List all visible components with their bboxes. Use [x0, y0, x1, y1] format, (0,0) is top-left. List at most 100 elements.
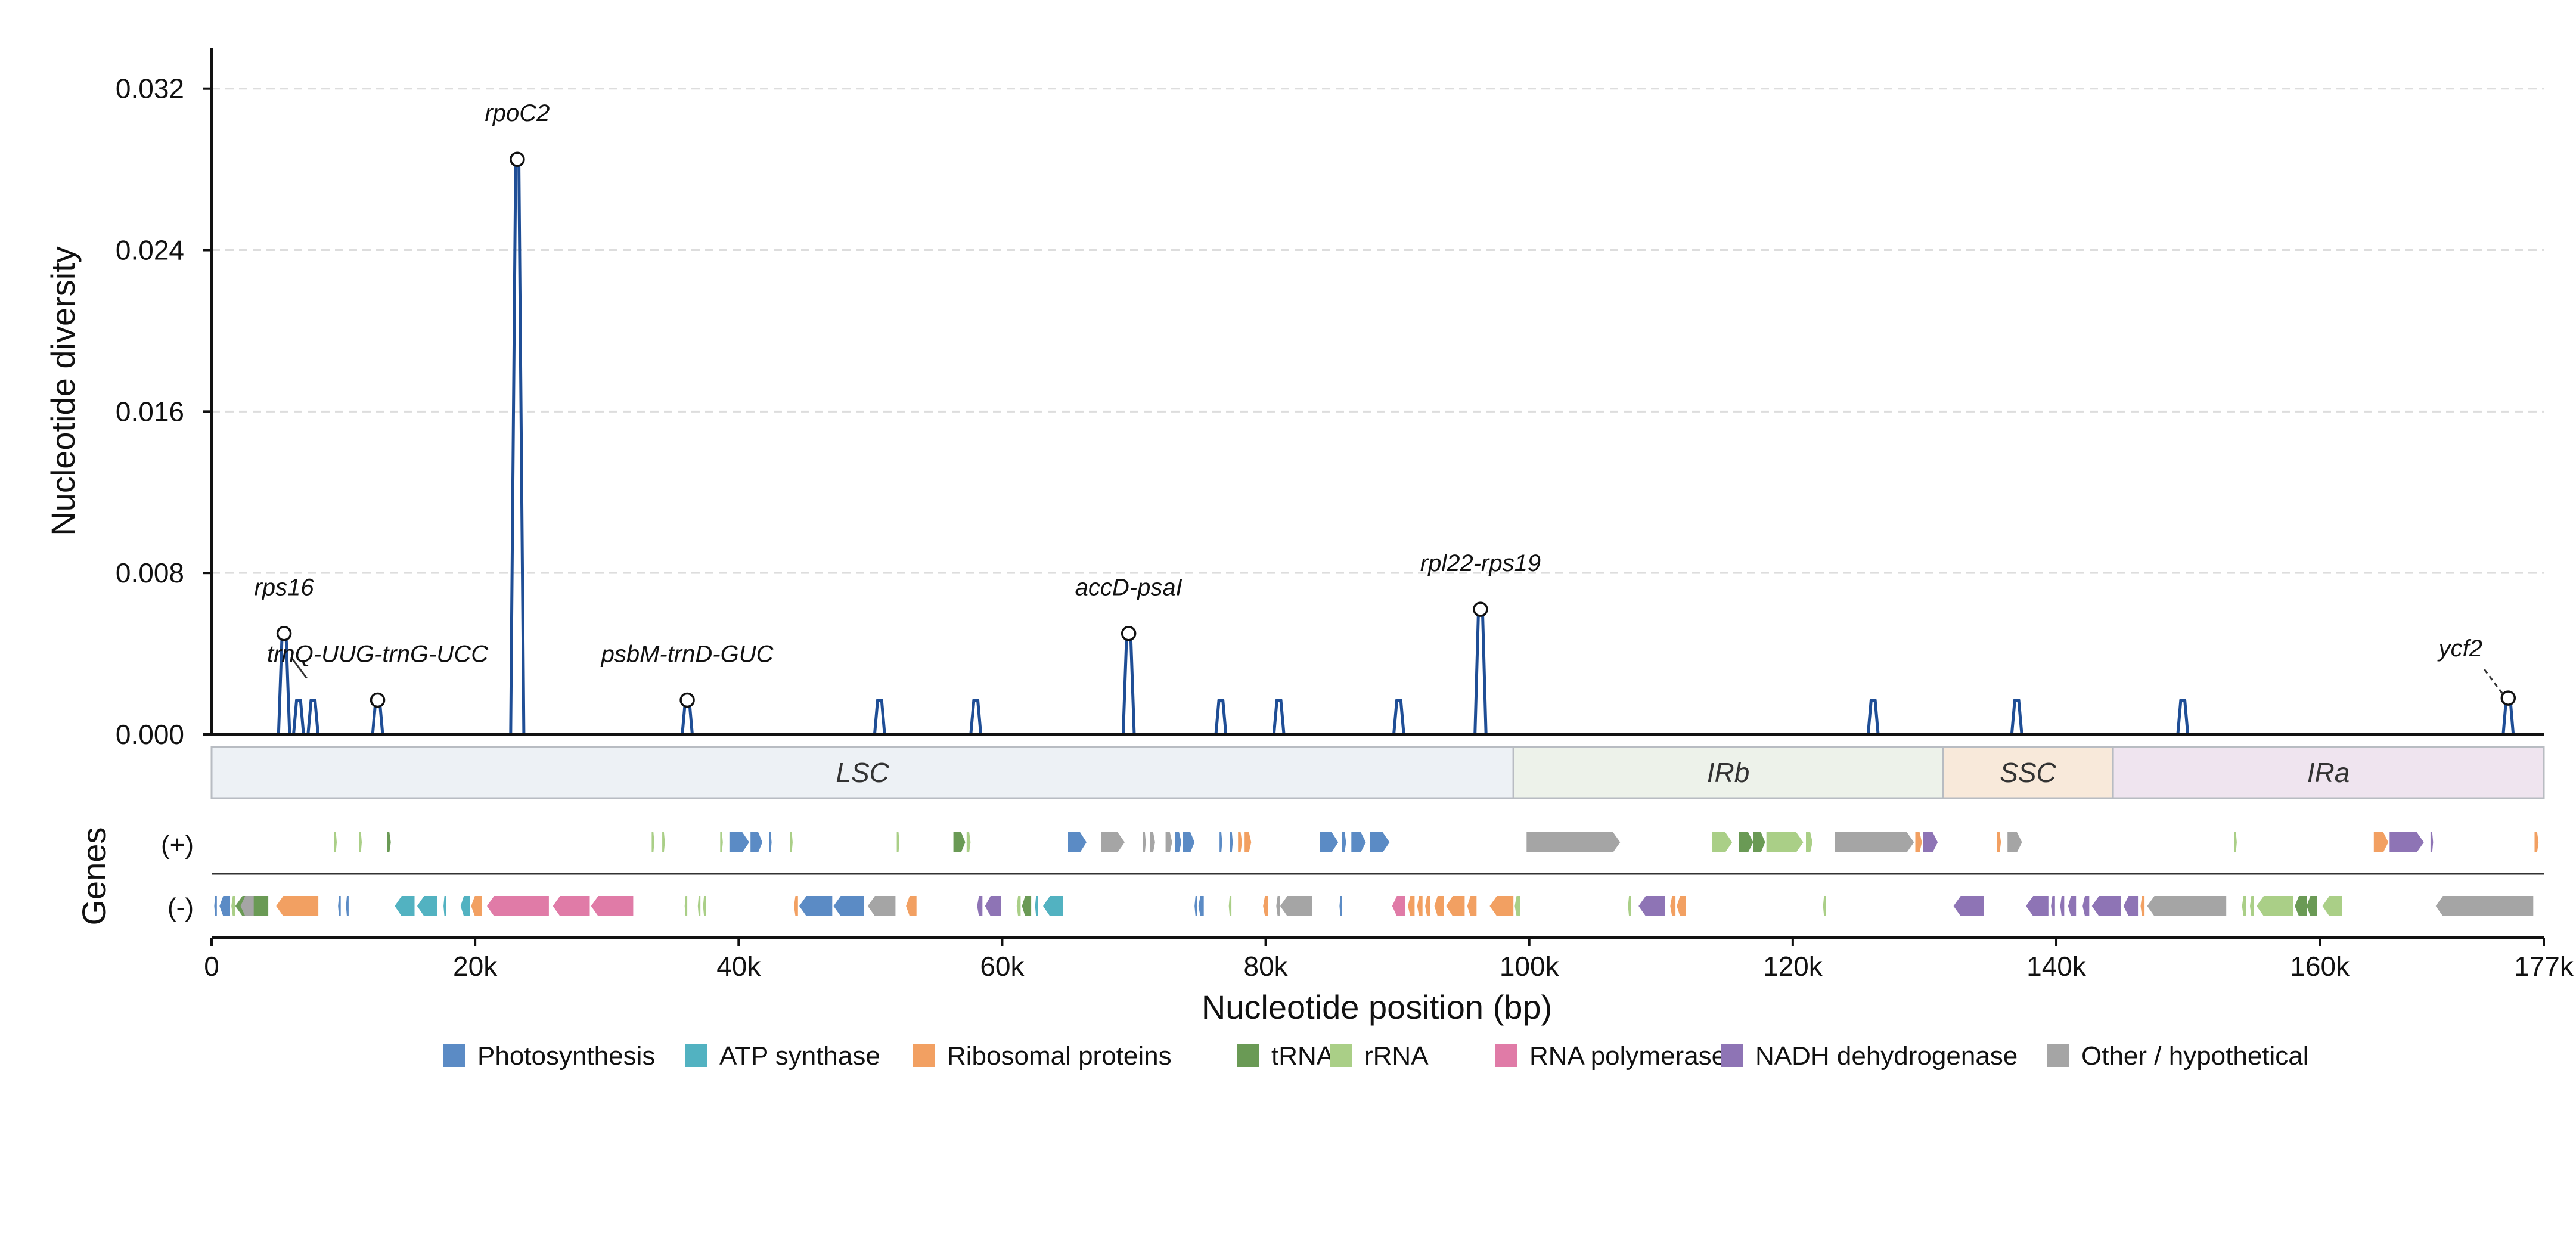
- gene-minus: [1514, 896, 1520, 916]
- gene-minus: [1408, 896, 1415, 916]
- gene-plus: [662, 832, 665, 852]
- gene-minus: [1823, 896, 1826, 916]
- gene-minus: [1276, 896, 1280, 916]
- gene-plus: [1320, 832, 1339, 852]
- gene-minus: [1417, 896, 1423, 916]
- gene-minus: [553, 896, 590, 916]
- region-label: IRa: [2307, 757, 2350, 788]
- legend-label: Other / hypothetical: [2081, 1041, 2309, 1071]
- gene-minus: [1194, 896, 1197, 916]
- gene-plus: [720, 832, 723, 852]
- gene-plus: [1753, 832, 1765, 852]
- x-tick-label: 40k: [716, 951, 761, 982]
- gene-minus: [1263, 896, 1268, 916]
- x-tick-label: 20k: [453, 951, 498, 982]
- gene-plus: [1712, 832, 1733, 852]
- gene-plus: [896, 832, 899, 852]
- region-label: SSC: [2000, 757, 2056, 788]
- gene-plus: [1766, 832, 1804, 852]
- gene-minus: [214, 896, 217, 916]
- peak-labels: rps16 trnQ-UUG-trnG-UCC rpoC2 psbM-trnD-GUC…: [255, 100, 2503, 694]
- gene-minus: [2242, 896, 2246, 916]
- gene-minus: [395, 896, 415, 916]
- gene-minus: [338, 896, 341, 916]
- peak-label: psbM-trnD-GUC: [601, 641, 774, 667]
- y-axis-title: Nucleotide diversity: [44, 246, 82, 536]
- gene-minus: [2435, 896, 2534, 916]
- gene-minus: [1953, 896, 1984, 916]
- gene-minus: [1677, 896, 1686, 916]
- y-tick-label: 0.024: [116, 235, 184, 266]
- gene-plus: [1175, 832, 1182, 852]
- gene-minus: [977, 896, 983, 916]
- x-tick-label: 177k: [2514, 951, 2574, 982]
- gene-minus: [276, 896, 319, 916]
- gene-plus: [750, 832, 763, 852]
- gene-minus: [219, 896, 230, 916]
- gene-plus: [1806, 832, 1812, 852]
- y-ticks: 0.000 0.008 0.016 0.024 0.032: [116, 73, 212, 750]
- gene-plus: [2534, 832, 2539, 852]
- legend-swatch: [685, 1044, 707, 1067]
- gene-minus: [1446, 896, 1465, 916]
- gene-minus: [2257, 896, 2293, 916]
- gene-minus: [1638, 896, 1665, 916]
- gene-minus: [697, 896, 701, 916]
- gene-plus: [1068, 832, 1087, 852]
- gene-plus: [1150, 832, 1155, 852]
- gene-minus: [2147, 896, 2227, 916]
- gene-plus: [2389, 832, 2424, 852]
- gene-minus: [2123, 896, 2139, 916]
- legend-label: RNA polymerase: [1529, 1041, 1726, 1071]
- peak-label: trnQ-UUG-trnG-UCC: [267, 641, 489, 667]
- gene-minus: [443, 896, 446, 916]
- gene-minus: [799, 896, 833, 916]
- gene-plus: [1351, 832, 1366, 852]
- gene-minus: [1022, 896, 1032, 916]
- gene-plus: [1219, 832, 1222, 852]
- gene-plus: [1835, 832, 1914, 852]
- gene-plus: [1915, 832, 1922, 852]
- region-label: LSC: [836, 757, 889, 788]
- gene-minus: [487, 896, 549, 916]
- gene-minus: [1016, 896, 1021, 916]
- gene-minus: [2060, 896, 2065, 916]
- gene-minus: [1035, 896, 1038, 916]
- gene-minus: [1489, 896, 1514, 916]
- peak-marker: [2500, 690, 2516, 706]
- strand-plus-label: (+): [161, 830, 194, 860]
- gene-minus: [2295, 896, 2307, 916]
- gene-plus: [359, 832, 362, 852]
- gene-minus: [2026, 896, 2049, 916]
- gene-minus: [1043, 896, 1063, 916]
- gene-minus: [867, 896, 896, 916]
- x-tick-label: 80k: [1244, 951, 1289, 982]
- gene-plus: [1238, 832, 1242, 852]
- gene-minus: [2322, 896, 2342, 916]
- gene-minus: [2091, 896, 2121, 916]
- x-tick-label: 100k: [1500, 951, 1560, 982]
- gene-minus: [471, 896, 482, 916]
- gene-plus: [387, 832, 391, 852]
- peak-leader-line: [290, 656, 308, 679]
- legend: Photosynthesis ATP synthase Ribosomal prot…: [443, 1041, 2309, 1071]
- gene-plus: [1997, 832, 2001, 852]
- gene-minus: [1425, 896, 1430, 916]
- legend-swatch: [1721, 1044, 1743, 1067]
- legend-swatch: [2047, 1044, 2069, 1067]
- gene-minus: [906, 896, 917, 916]
- gene-minus: [1280, 896, 1312, 916]
- gene-minus: [1434, 896, 1444, 916]
- x-tick-label: 0: [204, 951, 219, 982]
- gene-minus: [833, 896, 864, 916]
- gene-minus: [346, 896, 349, 916]
- peak-label: rps16: [255, 575, 315, 601]
- gene-plus: [769, 832, 772, 852]
- gene-plus: [334, 832, 337, 852]
- gene-minus: [1670, 896, 1676, 916]
- gene-plus: [1342, 832, 1346, 852]
- gene-plus: [1370, 832, 1390, 852]
- legend-swatch: [1237, 1044, 1259, 1067]
